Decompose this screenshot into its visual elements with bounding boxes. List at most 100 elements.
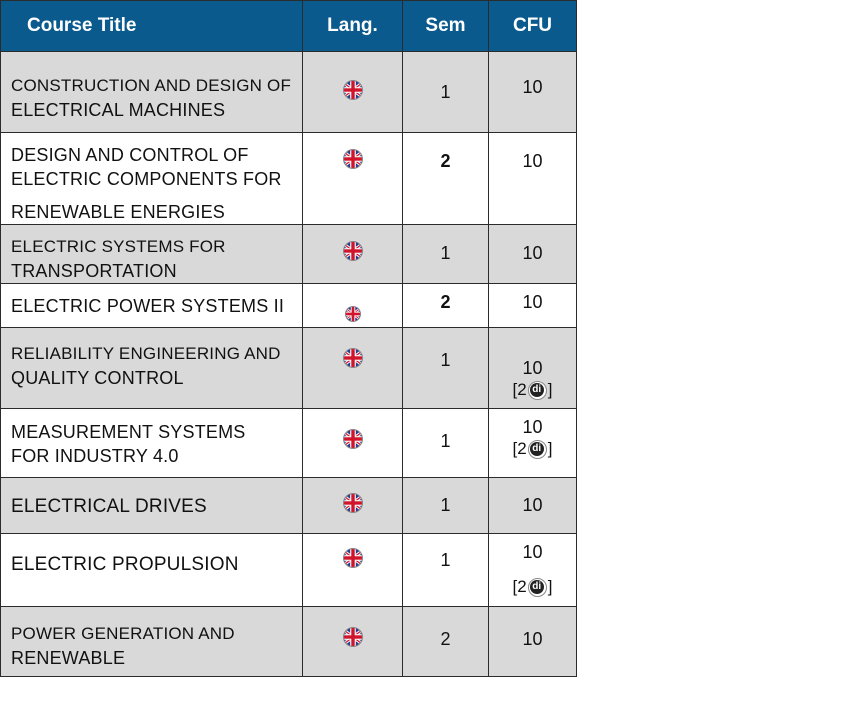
- uk-flag-icon: [345, 306, 361, 322]
- course-title-line: TRANSPORTATION: [11, 261, 177, 281]
- semester-value: 2: [440, 292, 451, 312]
- course-title-cell: ELECTRIC PROPULSION: [0, 533, 303, 607]
- course-title-line: ELECTRIC PROPULSION: [11, 554, 239, 575]
- cfu-value: 10: [522, 542, 543, 562]
- di-badge-icon[interactable]: di: [527, 439, 547, 459]
- table-row: POWER GENERATION AND RENEWABLE 2 10: [0, 606, 577, 677]
- cfu-note: [2 di]: [512, 577, 553, 597]
- header-lang: Lang.: [302, 0, 403, 52]
- table-row: ELECTRICAL DRIVES 1 10: [0, 477, 577, 534]
- cfu-note: [2 di]: [512, 439, 553, 459]
- uk-flag-icon: [343, 149, 363, 169]
- language-cell: [302, 224, 403, 284]
- semester-cell: 1: [402, 51, 489, 133]
- semester-value: 1: [440, 550, 451, 570]
- uk-flag-icon: [343, 548, 363, 568]
- cfu-cell: 10 [2 di]: [488, 327, 577, 409]
- cfu-value: 10: [522, 358, 543, 378]
- course-title-line: POWER GENERATION AND: [11, 624, 235, 643]
- course-title-line: ELECTRIC SYSTEMS FOR: [11, 237, 226, 256]
- cfu-cell: 10 [2 di]: [488, 533, 577, 607]
- semester-cell: 2: [402, 283, 489, 328]
- cfu-value: 10: [522, 629, 543, 649]
- course-title-line: ELECTRIC POWER SYSTEMS II: [11, 296, 285, 316]
- course-title-cell: RELIABILITY ENGINEERING AND QUALITY CONTR…: [0, 327, 303, 409]
- semester-value: 1: [440, 495, 451, 515]
- course-title-line: FOR INDUSTRY 4.0: [11, 446, 179, 466]
- course-title-cell: ELECTRIC SYSTEMS FOR TRANSPORTATION: [0, 224, 303, 284]
- semester-value: 1: [440, 82, 451, 102]
- header-sem: Sem: [402, 0, 489, 52]
- cfu-value: 10: [522, 417, 543, 437]
- course-title-line: QUALITY CONTROL: [11, 368, 184, 388]
- semester-cell: 1: [402, 327, 489, 409]
- course-title-line: CONSTRUCTION AND DESIGN OF: [11, 76, 292, 95]
- table-row: CONSTRUCTION AND DESIGN OF ELECTRICAL MAC…: [0, 51, 577, 133]
- cfu-cell: 10: [488, 224, 577, 284]
- table-header-row: Course Title Lang. Sem CFU: [0, 0, 577, 52]
- language-cell: [302, 327, 403, 409]
- cfu-note-suffix: ]: [547, 439, 553, 458]
- cfu-value: 10: [522, 243, 543, 263]
- semester-value: 2: [440, 629, 451, 649]
- di-badge-icon[interactable]: di: [527, 380, 547, 400]
- language-cell: [302, 51, 403, 133]
- course-title-line: MEASUREMENT SYSTEMS: [11, 422, 246, 442]
- language-cell: [302, 132, 403, 225]
- cfu-note: [2 di]: [512, 380, 552, 400]
- course-title-cell: ELECTRIC POWER SYSTEMS II: [0, 283, 303, 328]
- uk-flag-icon: [343, 493, 363, 513]
- table-row: ELECTRIC SYSTEMS FOR TRANSPORTATION 1 10: [0, 224, 577, 284]
- di-badge-label: di: [529, 579, 544, 594]
- cfu-cell: 10: [488, 132, 577, 225]
- language-cell: [302, 477, 403, 534]
- cfu-note-prefix: [2: [512, 577, 527, 596]
- semester-cell: 1: [402, 533, 489, 607]
- cfu-value: 10: [522, 77, 543, 97]
- courses-table: Course Title Lang. Sem CFU CONSTRUCTION …: [0, 0, 577, 677]
- course-title-line: RENEWABLE: [11, 648, 126, 668]
- uk-flag-icon: [343, 348, 363, 368]
- table-row: DESIGN AND CONTROL OF ELECTRIC COMPONENTS…: [0, 132, 577, 225]
- course-title-cell: ELECTRICAL DRIVES: [0, 477, 303, 534]
- cfu-cell: 10: [488, 51, 577, 133]
- di-badge-label: di: [529, 382, 544, 397]
- language-cell: [302, 606, 403, 677]
- course-title-cell: DESIGN AND CONTROL OF ELECTRIC COMPONENTS…: [0, 132, 303, 225]
- cfu-cell: 10: [488, 606, 577, 677]
- uk-flag-icon: [343, 80, 363, 100]
- cfu-note-suffix: ]: [547, 577, 553, 596]
- semester-cell: 1: [402, 408, 489, 478]
- table-row: ELECTRIC PROPULSION 1 10 [2 di]: [0, 533, 577, 607]
- cfu-value: 10: [522, 495, 543, 515]
- course-title-cell: MEASUREMENT SYSTEMS FOR INDUSTRY 4.0: [0, 408, 303, 478]
- semester-cell: 2: [402, 606, 489, 677]
- cfu-note-prefix: [2: [512, 380, 527, 399]
- language-cell: [302, 533, 403, 607]
- course-title-cell: POWER GENERATION AND RENEWABLE: [0, 606, 303, 677]
- header-course-title: Course Title: [0, 0, 303, 52]
- language-cell: [302, 283, 403, 328]
- semester-value: 2: [440, 151, 451, 171]
- semester-value: 1: [440, 431, 451, 451]
- cfu-note-prefix: [2: [512, 439, 527, 458]
- di-badge-icon[interactable]: di: [527, 577, 547, 597]
- course-title-line: RELIABILITY ENGINEERING AND: [11, 344, 281, 363]
- semester-value: 1: [440, 350, 451, 370]
- semester-value: 1: [440, 243, 451, 263]
- course-title-line: ELECTRIC COMPONENTS FOR: [11, 169, 282, 189]
- uk-flag-icon: [343, 241, 363, 261]
- uk-flag-icon: [343, 627, 363, 647]
- uk-flag-icon: [343, 429, 363, 449]
- semester-cell: 1: [402, 224, 489, 284]
- di-badge-label: di: [529, 441, 544, 456]
- header-cfu: CFU: [488, 0, 577, 52]
- language-cell: [302, 408, 403, 478]
- cfu-cell: 10 [2 di]: [488, 408, 577, 478]
- cfu-value: 10: [522, 292, 543, 312]
- semester-cell: 1: [402, 477, 489, 534]
- cfu-value: 10: [522, 151, 543, 171]
- table-row: ELECTRIC POWER SYSTEMS II 2 10: [0, 283, 577, 328]
- semester-cell: 2: [402, 132, 489, 225]
- cfu-cell: 10: [488, 283, 577, 328]
